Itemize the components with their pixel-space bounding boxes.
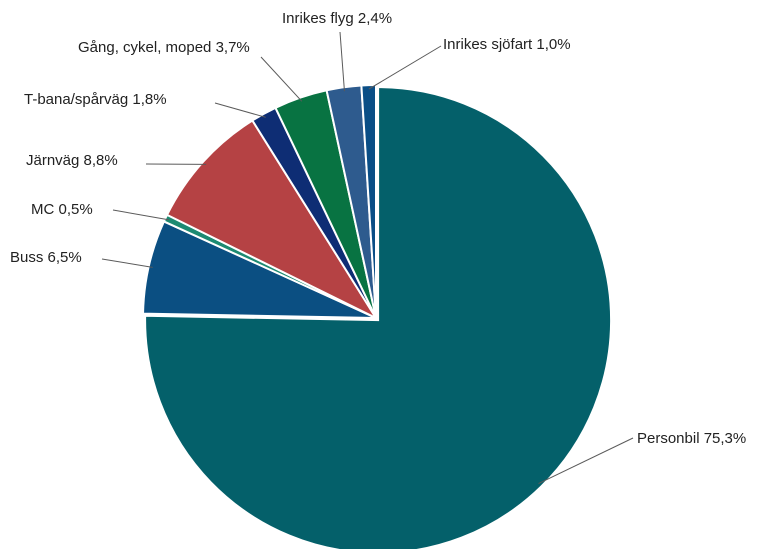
pie-slice-jarnvag (165, 119, 379, 321)
slice-label-inrikes: Inrikes sjöfart 1,0% (443, 36, 571, 53)
slice-label-buss: Buss 6,5% (10, 249, 82, 266)
slice-label-t-bana-sparvag: T-bana/spårväg 1,8% (24, 91, 167, 108)
leader-line-t-bana-sparvag (214, 102, 266, 118)
leader-line-inrikes (339, 31, 345, 92)
leader-line-gang (260, 56, 303, 102)
slice-label-mc: MC 0,5% (31, 201, 93, 218)
slice-label-personbil: Personbil 75,3% (637, 430, 746, 447)
leader-line-buss (101, 258, 153, 268)
leader-line-mc (112, 209, 170, 221)
slice-label-inrikes: Inrikes flyg 2,4% (282, 10, 392, 27)
leader-line-personbil (538, 437, 634, 485)
slice-label-gang: Gång, cykel, moped 3,7% (78, 39, 250, 56)
slice-label-jarnvag: Järnväg 8,8% (26, 152, 118, 169)
leader-line-inrikes (368, 45, 442, 90)
pie-slice-personbil (144, 86, 613, 549)
